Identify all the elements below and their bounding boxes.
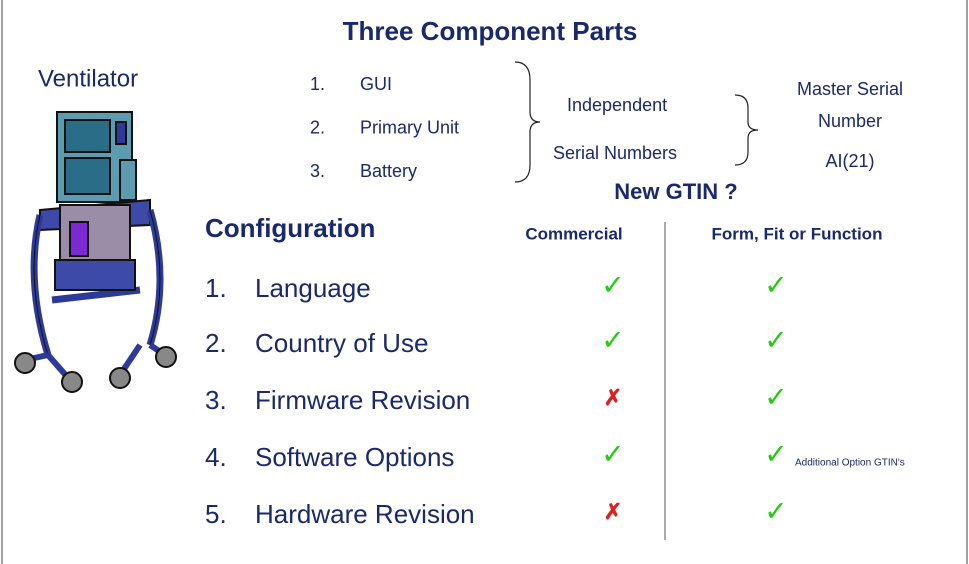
component-label: GUI <box>360 74 392 94</box>
master-line: Master Serial <box>797 79 903 99</box>
component-number: 2. <box>310 117 325 137</box>
question: New GTIN ? <box>614 179 737 204</box>
component-label: Primary Unit <box>360 117 459 137</box>
column-header: Commercial <box>525 224 622 243</box>
fff-mark: ✓ <box>764 269 787 300</box>
row-note: Additional Option GTIN's <box>795 458 905 469</box>
row-number: 1. <box>205 273 227 303</box>
fff-mark: ✓ <box>764 381 787 412</box>
row-label: Firmware Revision <box>255 385 470 415</box>
row-label: Hardware Revision <box>255 499 475 529</box>
commercial-mark: ✗ <box>604 499 622 524</box>
row-number: 5. <box>205 499 227 529</box>
commercial-mark: ✗ <box>604 385 622 410</box>
fff-mark: ✓ <box>764 438 787 469</box>
config-heading: Configuration <box>205 213 375 243</box>
commercial-mark: ✓ <box>601 438 624 469</box>
commercial-mark: ✓ <box>601 324 624 355</box>
row-number: 3. <box>205 385 227 415</box>
device-label: Ventilator <box>38 65 138 92</box>
title: Three Component Parts <box>343 16 638 46</box>
component-number: 1. <box>310 74 325 94</box>
ventilator-illustration <box>14 111 177 393</box>
fff-mark: ✓ <box>764 495 787 526</box>
brace <box>514 61 541 183</box>
fff-mark: ✓ <box>764 324 787 355</box>
brace <box>734 94 759 166</box>
column-header: Form, Fit or Function <box>712 224 883 243</box>
independent-line: Independent <box>567 95 667 115</box>
independent-line: Serial Numbers <box>553 143 677 163</box>
row-label: Language <box>255 273 371 303</box>
row-label: Software Options <box>255 442 454 472</box>
commercial-mark: ✓ <box>601 269 624 300</box>
master-line: Number <box>818 111 882 131</box>
row-number: 4. <box>205 442 227 472</box>
master-line: AI(21) <box>825 151 874 171</box>
row-label: Country of Use <box>255 328 428 358</box>
row-number: 2. <box>205 328 227 358</box>
component-number: 3. <box>310 161 325 181</box>
component-label: Battery <box>360 161 417 181</box>
